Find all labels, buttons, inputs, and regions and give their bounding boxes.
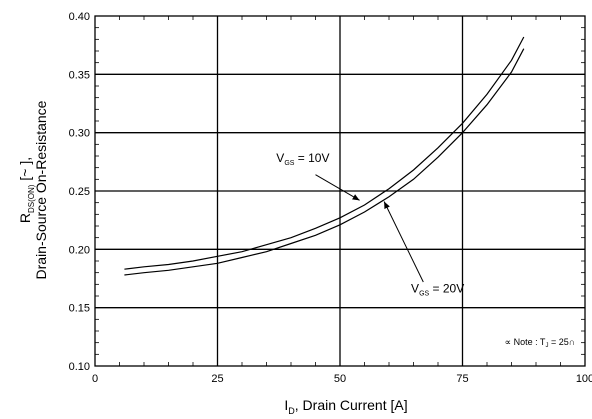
note-label: ∝ Note : TJ = 25∩ [505, 337, 576, 349]
x-tick-label: 75 [456, 373, 468, 385]
y-tick-label: 0.15 [69, 303, 90, 315]
x-tick-label: 25 [211, 373, 223, 385]
x-tick-label: 100 [576, 373, 592, 385]
y-axis-title-line1: RDS(ON) [~ ], [17, 157, 36, 223]
annotation-label-2: VGS = 20V [411, 282, 464, 298]
series-line-1 [124, 36, 525, 270]
annotations: VGS = 10V VGS = 20V ∝ Note : TJ = 25∩ [276, 151, 575, 349]
y-axis-title-line2: Drain-Source On-Resistance [33, 100, 49, 279]
x-tick-labels: 0 25 50 75 100 [92, 373, 592, 385]
annotation-arrow-2 [383, 201, 424, 283]
y-axis-title-sub: DS(ON) [27, 184, 36, 213]
x-tick-label: 0 [92, 373, 98, 385]
y-axis-title-main: R [17, 213, 33, 223]
y-axis-title-rest: [~ ], [17, 157, 33, 185]
x-axis-title-main: I [284, 397, 288, 413]
grid [95, 16, 585, 366]
x-axis-title-rest: , Drain Current [A] [295, 397, 408, 413]
annotation-arrow-1 [315, 174, 360, 201]
y-tick-label: 0.20 [69, 244, 90, 256]
y-tick-labels: 0.10 0.15 0.20 0.25 0.30 0.35 0.40 [69, 11, 90, 373]
y-tick-label: 0.35 [69, 69, 90, 81]
x-axis-title: ID, Drain Current [A] [284, 397, 407, 416]
series-group [124, 36, 525, 276]
y-tick-label: 0.30 [69, 128, 90, 140]
y-tick-label: 0.10 [69, 361, 90, 373]
x-axis-title-sub: D [288, 406, 295, 416]
x-tick-label: 50 [334, 373, 346, 385]
annotation-label-1: VGS = 10V [276, 151, 329, 167]
y-tick-label: 0.40 [69, 11, 90, 23]
series-line-2 [124, 48, 525, 276]
y-tick-label: 0.25 [69, 186, 90, 198]
minor-ticks [94, 15, 586, 367]
plot-frame [94, 15, 586, 367]
